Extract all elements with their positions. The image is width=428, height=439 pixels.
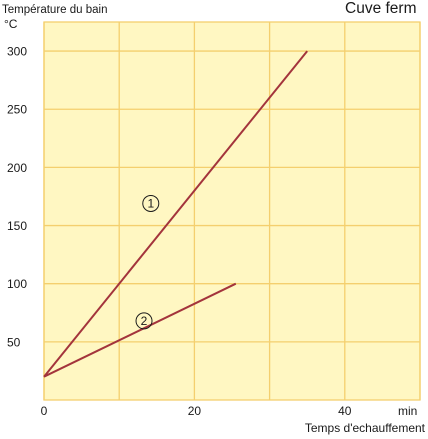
series-lines (43, 50, 308, 378)
x-tick-label: 0 (41, 404, 48, 418)
series-markers: 12 (135, 194, 160, 330)
x-axis-label: Temps d'echauffement (305, 421, 426, 435)
series-label-text: 2 (141, 314, 148, 328)
series-line-1 (43, 50, 308, 378)
series-label-1: 1 (142, 194, 160, 212)
series-label-circle (142, 194, 160, 212)
plot-area (44, 22, 420, 400)
y-axis-label: Température du bain (2, 4, 107, 16)
x-tick-label: 20 (188, 404, 202, 418)
y-tick-label: 200 (7, 161, 27, 175)
series-label-text: 1 (147, 197, 154, 211)
grid (43, 21, 421, 401)
series-label-circle (135, 312, 153, 330)
y-tick-label: 150 (7, 219, 27, 233)
y-tick-label: 50 (7, 335, 21, 349)
y-axis-unit: °C (4, 17, 18, 31)
tick-labels: 0 20 40 50 100 150 200 250 300 (7, 45, 352, 418)
series-label-2: 2 (135, 312, 153, 330)
y-tick-label: 250 (7, 103, 27, 117)
y-tick-label: 300 (7, 45, 27, 59)
series-line-2 (43, 282, 237, 378)
x-tick-label: 40 (338, 404, 352, 418)
plot-frame (43, 21, 421, 401)
x-axis-unit: min (398, 404, 417, 418)
y-tick-label: 100 (7, 277, 27, 291)
chart-title: Cuve ferm (345, 0, 417, 17)
